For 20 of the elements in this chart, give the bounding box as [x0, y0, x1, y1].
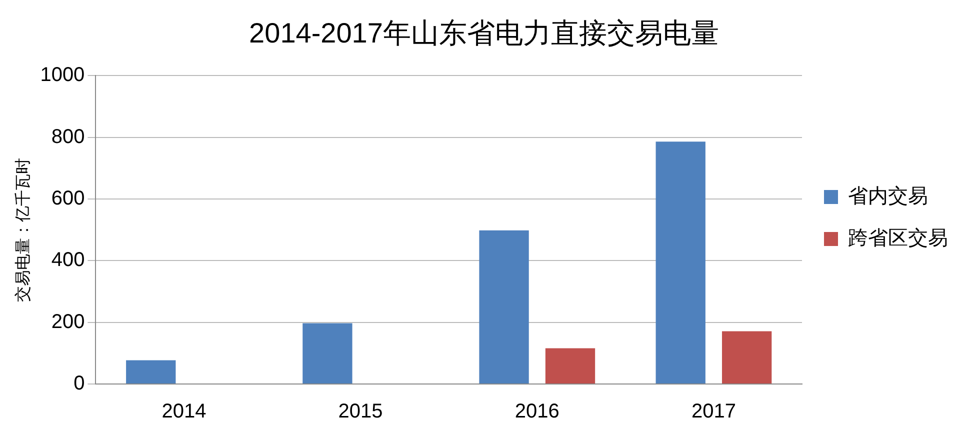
x-tick-label: 2016	[514, 400, 560, 423]
y-tick-label: 0	[74, 372, 85, 395]
bar	[545, 348, 596, 384]
bar	[126, 360, 176, 384]
x-tick-label: 2015	[338, 400, 383, 423]
y-tick-label: 400	[51, 249, 85, 272]
x-tick-label: 2014	[162, 400, 206, 423]
bar	[656, 142, 706, 384]
bar	[722, 331, 772, 384]
legend-label: 跨省区交易	[848, 228, 948, 250]
y-tick-label: 600	[51, 187, 85, 210]
y-tick-label: 800	[51, 126, 85, 148]
y-axis-title: 交易电量：亿千瓦时	[14, 158, 32, 302]
bar	[479, 230, 529, 384]
bar	[302, 323, 352, 384]
chart-title: 2014-2017年山东省电力直接交易电量	[249, 18, 719, 49]
legend-label: 省内交易	[848, 186, 928, 208]
y-tick-label: 1000	[40, 64, 85, 86]
y-tick-label: 200	[51, 310, 85, 333]
x-tick-label: 2017	[691, 400, 736, 423]
